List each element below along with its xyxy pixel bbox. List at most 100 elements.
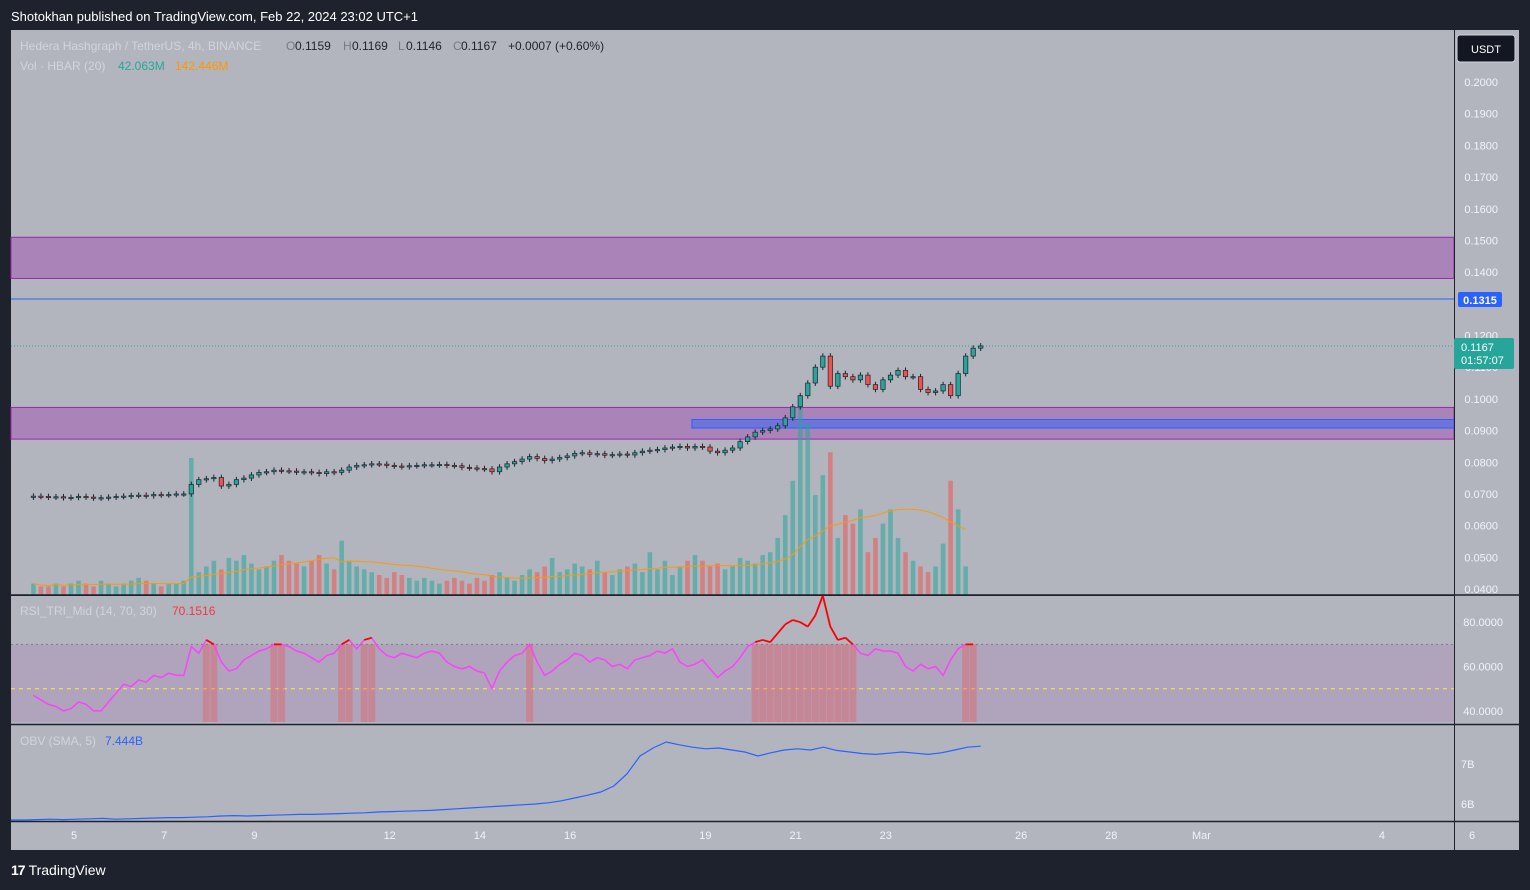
volume-bar[interactable] [151,583,157,595]
candle[interactable] [654,449,660,452]
candle[interactable] [820,355,826,368]
volume-bar[interactable] [888,509,893,595]
volume-bar[interactable] [587,569,593,595]
candle[interactable] [75,496,82,499]
volume-bar[interactable] [68,583,74,595]
candle[interactable] [406,465,412,468]
candle[interactable] [113,496,119,499]
volume-bar[interactable] [730,566,735,595]
candle[interactable] [557,457,563,460]
volume-bar[interactable] [181,580,187,595]
volume-bar[interactable] [903,552,908,595]
volume-bar[interactable] [850,523,856,595]
currency-button[interactable] [1456,34,1516,63]
candle[interactable] [955,373,961,397]
volume-bar[interactable] [775,537,781,595]
candle[interactable] [745,436,751,443]
candle[interactable] [384,463,390,466]
candle[interactable] [902,370,909,378]
volume-bar[interactable] [136,577,141,595]
candle[interactable] [782,417,788,427]
candle[interactable] [940,384,946,392]
volume-bar[interactable] [632,563,638,595]
candle[interactable] [60,496,67,499]
candle[interactable] [752,431,758,438]
volume-bar[interactable] [256,569,262,595]
candle[interactable] [83,496,89,499]
candle[interactable] [775,425,781,430]
candle[interactable] [639,450,645,454]
obv-pane[interactable] [11,725,1454,821]
candle[interactable] [715,450,721,454]
candle[interactable] [53,496,59,499]
volume-bar[interactable] [602,572,608,595]
candle[interactable] [489,468,495,473]
candle[interactable] [106,496,112,499]
candle[interactable] [677,446,683,448]
volume-bar[interactable] [925,572,931,595]
volume-bar[interactable] [955,509,961,595]
volume-bar[interactable] [369,572,375,595]
candle[interactable] [30,495,36,498]
volume-bar[interactable] [204,566,209,595]
tradingview-logo[interactable]: 17 TradingView [11,862,106,878]
volume-bar[interactable] [880,523,886,595]
candle[interactable] [241,477,247,481]
candle[interactable] [948,384,954,397]
volume-bar[interactable] [534,572,540,595]
candle[interactable] [730,447,736,451]
volume-bar[interactable] [512,580,517,595]
candle[interactable] [474,467,480,470]
volume-bar[interactable] [474,577,480,595]
candle[interactable] [429,464,435,467]
candle[interactable] [98,497,104,500]
volume-bar[interactable] [933,566,938,595]
volume-bar[interactable] [38,586,44,595]
volume-bar[interactable] [361,569,367,595]
currency-button-label[interactable]: USDT [1471,44,1501,56]
volume-bar[interactable] [354,566,359,595]
candle[interactable] [211,477,217,480]
candle[interactable] [421,464,427,467]
candle[interactable] [391,465,397,467]
volume-bar[interactable] [497,572,502,595]
candle[interactable] [91,496,97,499]
volume-bar[interactable] [873,537,878,595]
volume-bar[interactable] [865,552,871,595]
volume-bar[interactable] [722,569,728,595]
volume-bar[interactable] [166,583,172,595]
volume-bar[interactable] [106,583,111,595]
volume-bar[interactable] [279,555,284,595]
volume-bar[interactable] [625,566,630,595]
candle[interactable] [910,376,916,379]
volume-bar[interactable] [910,560,916,595]
volume-bar[interactable] [610,575,615,595]
volume-bar[interactable] [594,560,600,595]
candle[interactable] [587,452,593,455]
volume-bar[interactable] [429,580,435,595]
volume-bar[interactable] [241,555,247,595]
candle[interactable] [684,446,691,449]
candle[interactable] [331,471,337,474]
volume-bar[interactable] [467,583,472,595]
volume-bar[interactable] [504,577,510,595]
candle[interactable] [166,494,172,497]
candle[interactable] [722,449,728,454]
candle[interactable] [579,452,585,455]
candle[interactable] [376,463,382,466]
volume-bar[interactable] [376,575,382,595]
volume-bar[interactable] [452,577,457,595]
volume-bar[interactable] [31,583,36,595]
candle[interactable] [933,390,939,393]
candle[interactable] [324,471,330,475]
volume-bar[interactable] [790,480,796,595]
volume-legend-label[interactable]: Vol · HBAR (20) [20,59,105,73]
volume-bar[interactable] [617,569,623,595]
candle[interactable] [632,452,638,456]
candle[interactable] [151,494,157,497]
volume-bar[interactable] [579,566,585,595]
volume-bar[interactable] [895,537,901,595]
candle[interactable] [301,471,307,474]
candle[interactable] [399,465,405,468]
